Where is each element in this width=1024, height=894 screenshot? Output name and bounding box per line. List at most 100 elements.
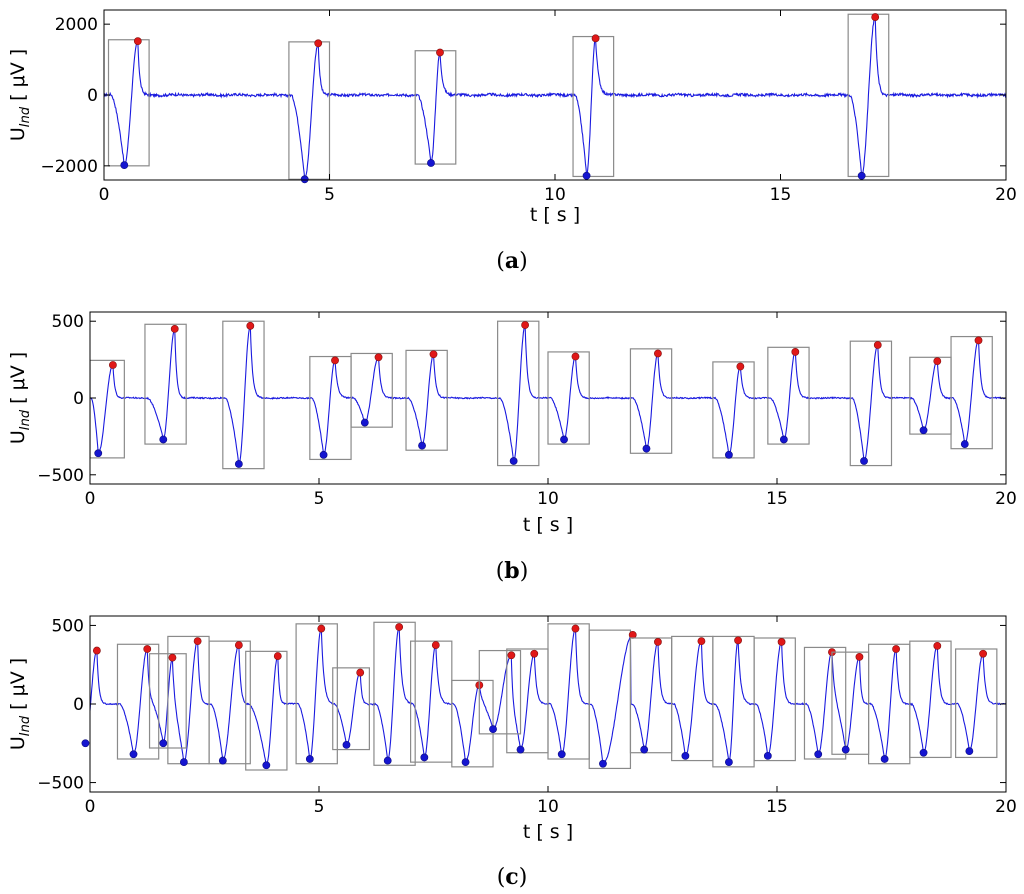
- panel-caption: (a): [496, 248, 527, 274]
- maximum-point: [979, 649, 987, 658]
- maximum-point: [246, 321, 255, 330]
- event-box: [712, 361, 755, 459]
- x-tick-label: 5: [314, 797, 325, 817]
- minimum-point: [965, 747, 974, 756]
- minimum-point: [880, 755, 889, 763]
- minimum-point: [94, 449, 103, 458]
- maximum-point: [234, 641, 243, 649]
- x-tick-label: 15: [766, 489, 788, 509]
- maximum-point: [170, 324, 179, 333]
- event-box: [847, 13, 890, 178]
- minimum-point: [725, 758, 733, 767]
- y-tick-label: 0: [73, 389, 84, 409]
- minimum-point: [418, 441, 426, 450]
- maximum-point: [933, 357, 942, 366]
- minimum-point: [342, 740, 351, 749]
- signal-line: [104, 16, 1006, 180]
- maximum-point: [317, 624, 326, 633]
- y-tick-label: −500: [37, 466, 84, 486]
- x-tick-label: 20: [995, 185, 1017, 205]
- maximum-point: [431, 641, 440, 649]
- y-tick-label: −2000: [40, 157, 98, 177]
- minimum-point: [857, 171, 866, 180]
- minimum-point: [681, 751, 690, 760]
- event-box: [849, 340, 893, 467]
- event-box: [547, 351, 590, 445]
- maximum-point: [777, 638, 786, 646]
- event-box: [478, 649, 522, 735]
- event-box: [144, 323, 187, 445]
- maximum-point: [395, 623, 404, 631]
- y-axis-label: UInd [ μV ]: [7, 49, 33, 141]
- minimum-point: [919, 748, 928, 757]
- maximum-point: [436, 48, 444, 57]
- y-tick-label: 500: [52, 312, 84, 332]
- x-tick-label: 20: [995, 797, 1017, 817]
- event-box: [90, 359, 125, 459]
- maximum-point: [374, 353, 383, 362]
- x-tick-label: 15: [770, 185, 792, 205]
- maximum-point: [143, 645, 152, 653]
- event-box: [867, 643, 911, 765]
- y-tick-label: 0: [73, 695, 84, 715]
- maximum-point: [92, 646, 101, 655]
- maximum-point: [654, 638, 662, 646]
- minimum-point: [640, 745, 649, 754]
- maximum-point: [628, 630, 637, 639]
- maximum-point: [530, 649, 539, 658]
- minimum-point: [159, 435, 168, 444]
- event-box: [671, 635, 714, 762]
- minimum-point: [383, 756, 392, 765]
- event-box: [950, 335, 993, 450]
- maximum-point: [507, 651, 516, 660]
- maximum-point: [697, 637, 706, 646]
- x-tick-label: 15: [766, 797, 788, 817]
- minimum-point: [557, 750, 566, 759]
- maximum-point: [873, 341, 882, 349]
- x-tick-label: 20: [995, 489, 1017, 509]
- minimum-point: [120, 161, 129, 170]
- event-box: [288, 41, 331, 180]
- x-tick-label: 10: [537, 797, 559, 817]
- maximum-point: [855, 652, 864, 661]
- minimum-point: [779, 435, 788, 444]
- maximum-point: [521, 321, 529, 329]
- x-tick-label: 10: [544, 185, 566, 205]
- x-tick-label: 0: [85, 797, 96, 817]
- minimum-point: [234, 460, 243, 468]
- event-box: [116, 643, 160, 760]
- maximum-point: [734, 636, 742, 645]
- minimum-point: [642, 444, 651, 453]
- event-box: [497, 320, 540, 467]
- minimum-point: [725, 450, 733, 459]
- event-box: [107, 39, 150, 167]
- event-box: [373, 621, 416, 766]
- maximum-point: [429, 350, 438, 359]
- minimum-point: [509, 457, 518, 465]
- minimum-point: [461, 758, 470, 767]
- event-box: [245, 650, 288, 771]
- event-box: [295, 623, 338, 765]
- event-box: [753, 637, 796, 762]
- y-axis-label: UInd [ μV ]: [7, 658, 33, 750]
- minimum-point: [919, 426, 928, 435]
- event-box: [803, 646, 847, 760]
- maximum-point: [314, 39, 323, 48]
- minimum-point: [129, 750, 138, 759]
- minimum-point: [427, 159, 435, 167]
- minimum-point: [319, 450, 328, 459]
- minimum-point: [300, 175, 309, 184]
- minimum-point: [814, 750, 823, 759]
- x-tick-label: 0: [85, 489, 96, 509]
- y-tick-label: 500: [52, 616, 84, 636]
- minimum-point: [81, 739, 90, 748]
- event-box: [350, 352, 393, 428]
- minimum-point: [763, 751, 772, 760]
- event-box: [955, 648, 998, 759]
- event-box: [208, 640, 251, 765]
- event-box: [767, 346, 810, 445]
- event-box: [222, 320, 265, 470]
- panel-caption: (b): [496, 558, 529, 584]
